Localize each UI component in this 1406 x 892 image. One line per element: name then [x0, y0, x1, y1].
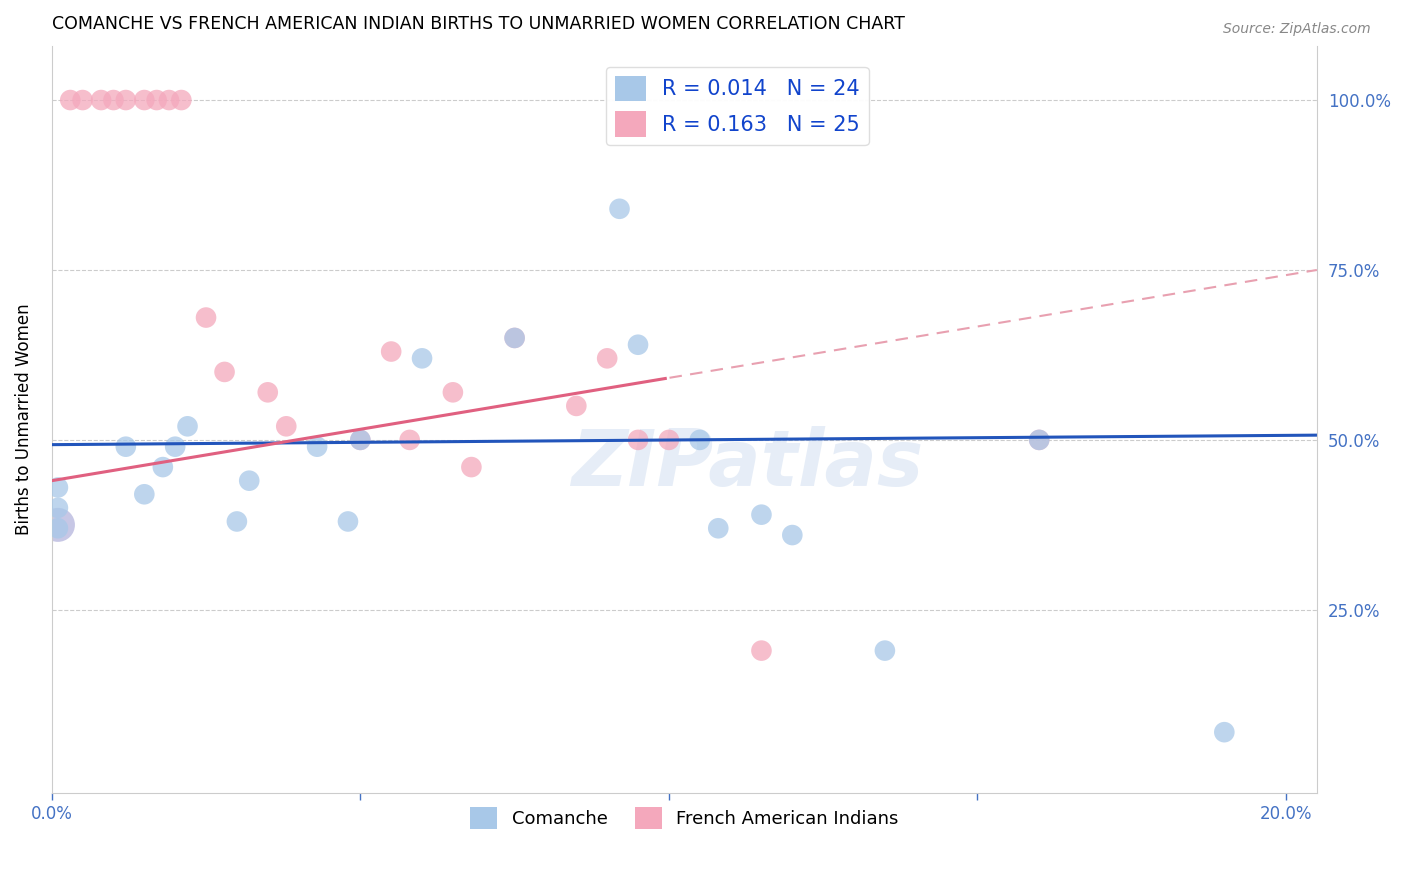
- Point: [72, 93, 94, 107]
- Point: [609, 202, 631, 216]
- Point: [658, 433, 681, 447]
- Point: [157, 93, 180, 107]
- Point: [873, 643, 896, 657]
- Point: [707, 521, 730, 535]
- Point: [411, 351, 433, 366]
- Point: [1213, 725, 1236, 739]
- Point: [195, 310, 218, 325]
- Point: [782, 528, 804, 542]
- Point: [503, 331, 526, 345]
- Point: [152, 460, 174, 475]
- Point: [380, 344, 402, 359]
- Point: [176, 419, 198, 434]
- Point: [349, 433, 371, 447]
- Point: [751, 643, 773, 657]
- Point: [145, 93, 167, 107]
- Point: [689, 433, 711, 447]
- Text: Source: ZipAtlas.com: Source: ZipAtlas.com: [1223, 22, 1371, 37]
- Point: [441, 385, 464, 400]
- Point: [114, 440, 136, 454]
- Point: [90, 93, 112, 107]
- Point: [565, 399, 588, 413]
- Point: [46, 500, 69, 515]
- Point: [170, 93, 193, 107]
- Point: [460, 460, 482, 475]
- Point: [134, 487, 156, 501]
- Point: [165, 440, 187, 454]
- Point: [398, 433, 420, 447]
- Point: [134, 93, 156, 107]
- Point: [627, 433, 650, 447]
- Point: [1028, 433, 1050, 447]
- Point: [627, 337, 650, 351]
- Point: [751, 508, 773, 522]
- Point: [1028, 433, 1050, 447]
- Point: [349, 433, 371, 447]
- Legend: Comanche, French American Indians: Comanche, French American Indians: [463, 800, 905, 837]
- Point: [46, 517, 69, 532]
- Point: [114, 93, 136, 107]
- Point: [46, 481, 69, 495]
- Point: [256, 385, 278, 400]
- Point: [238, 474, 260, 488]
- Point: [214, 365, 236, 379]
- Point: [336, 515, 359, 529]
- Text: COMANCHE VS FRENCH AMERICAN INDIAN BIRTHS TO UNMARRIED WOMEN CORRELATION CHART: COMANCHE VS FRENCH AMERICAN INDIAN BIRTH…: [52, 15, 904, 33]
- Y-axis label: Births to Unmarried Women: Births to Unmarried Women: [15, 303, 32, 535]
- Point: [59, 93, 82, 107]
- Point: [225, 515, 247, 529]
- Point: [307, 440, 329, 454]
- Point: [596, 351, 619, 366]
- Text: ZIPatlas: ZIPatlas: [571, 426, 924, 502]
- Point: [46, 521, 69, 535]
- Point: [103, 93, 125, 107]
- Point: [276, 419, 298, 434]
- Point: [503, 331, 526, 345]
